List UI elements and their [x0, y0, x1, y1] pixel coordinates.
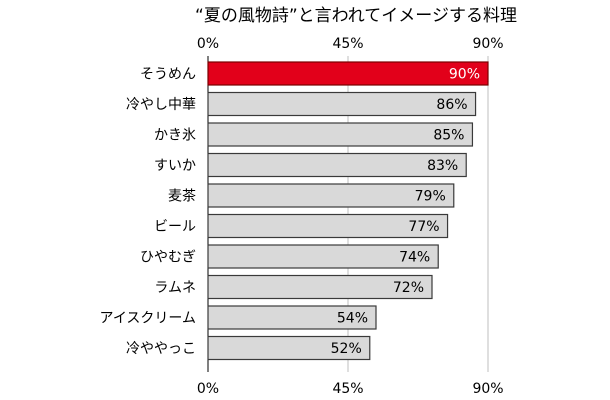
category-label: そうめん [140, 67, 196, 83]
x-tick-label-top: 45% [332, 36, 363, 52]
x-tick-label-top: 90% [472, 36, 503, 52]
bar [207, 274, 433, 300]
data-label: 54% [337, 311, 368, 327]
bar [207, 122, 474, 147]
data-label: 74% [399, 250, 430, 266]
category-label: ビール [154, 219, 196, 235]
bar [207, 305, 377, 330]
category-label: 冷やし中華 [126, 97, 196, 113]
bars [207, 61, 489, 361]
category-label: 冷ややっこ [126, 341, 196, 357]
category-label: 麦茶 [168, 189, 196, 205]
x-tick-label-top: 0% [197, 36, 219, 52]
bar [207, 61, 489, 86]
category-label: すいか [154, 158, 196, 174]
bar [207, 91, 477, 117]
bar [207, 335, 371, 361]
bar [207, 152, 467, 178]
x-tick-label-bottom: 90% [472, 381, 503, 397]
category-label: ひやむぎ [140, 250, 196, 266]
data-label: 86% [436, 97, 467, 113]
x-tick-label-bottom: 0% [197, 381, 219, 397]
data-label: 77% [408, 219, 439, 235]
data-label: 52% [331, 341, 362, 357]
data-label: 90% [449, 67, 480, 83]
labels: 0% 0% 45% 45% 90% 90% そうめん 90% 冷やし中華 86% かき氷 85% すいか… [100, 36, 504, 397]
data-label: 85% [433, 128, 464, 144]
category-label: アイスクリーム [100, 311, 196, 327]
category-label: ラムネ [154, 280, 196, 296]
category-label: かき氷 [154, 128, 196, 144]
chart-title: “夏の風物詩”と言われてイメージする料理 [195, 6, 517, 26]
data-label: 72% [393, 280, 424, 296]
bar [207, 213, 449, 239]
bar [207, 183, 455, 208]
x-tick-label-bottom: 45% [332, 381, 363, 397]
bar [207, 244, 439, 269]
data-label: 83% [427, 158, 458, 174]
data-label: 79% [415, 189, 446, 205]
